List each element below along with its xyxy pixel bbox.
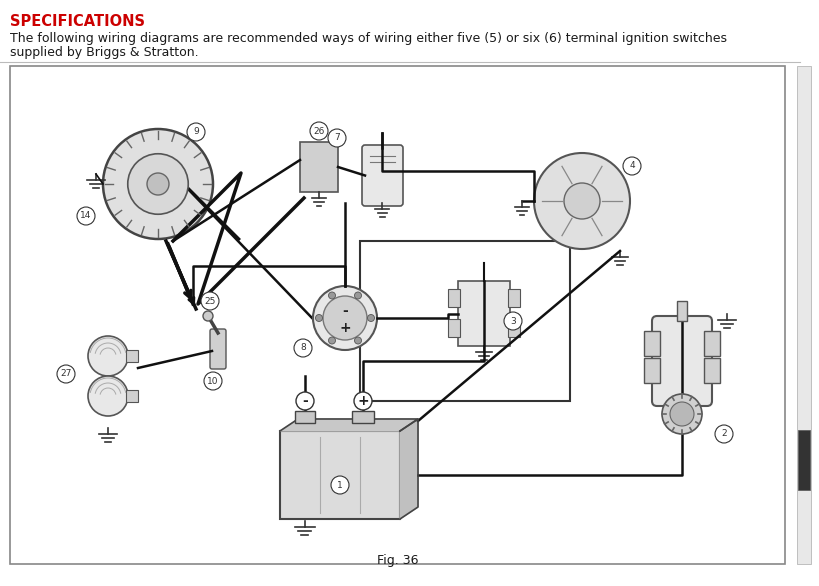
Bar <box>704 358 719 383</box>
Circle shape <box>313 286 377 350</box>
Circle shape <box>203 311 213 321</box>
Circle shape <box>204 372 222 390</box>
Bar <box>279 431 400 519</box>
Text: 14: 14 <box>80 212 92 220</box>
Text: 1: 1 <box>337 481 342 489</box>
Bar <box>508 319 519 337</box>
Text: 8: 8 <box>300 343 305 353</box>
FancyBboxPatch shape <box>210 329 226 369</box>
Circle shape <box>328 129 346 147</box>
Circle shape <box>669 402 693 426</box>
Bar <box>796 66 810 564</box>
Bar <box>351 411 373 423</box>
Circle shape <box>103 129 213 239</box>
Bar <box>458 281 509 346</box>
Text: The following wiring diagrams are recommended ways of wiring either five (5) or : The following wiring diagrams are recomm… <box>10 32 726 45</box>
Text: 9: 9 <box>193 128 199 137</box>
Circle shape <box>323 296 367 340</box>
Circle shape <box>187 123 205 141</box>
Circle shape <box>661 394 701 434</box>
Circle shape <box>57 365 75 383</box>
Polygon shape <box>279 419 418 431</box>
Circle shape <box>563 183 600 219</box>
Circle shape <box>88 336 128 376</box>
Circle shape <box>367 315 374 322</box>
Text: 26: 26 <box>313 127 324 135</box>
Bar <box>704 331 719 356</box>
Circle shape <box>714 425 732 443</box>
Bar <box>295 411 314 423</box>
Circle shape <box>147 173 169 195</box>
Circle shape <box>128 154 188 214</box>
Circle shape <box>328 337 335 344</box>
Circle shape <box>315 315 322 322</box>
Bar <box>447 289 459 307</box>
Circle shape <box>296 392 314 410</box>
Circle shape <box>201 292 219 310</box>
FancyBboxPatch shape <box>10 66 784 564</box>
Circle shape <box>331 476 349 494</box>
Bar <box>126 350 138 362</box>
Text: 25: 25 <box>204 297 215 305</box>
Text: +: + <box>339 321 351 335</box>
Text: 7: 7 <box>333 134 339 142</box>
Text: supplied by Briggs & Stratton.: supplied by Briggs & Stratton. <box>10 46 198 59</box>
Text: 27: 27 <box>61 370 71 379</box>
Bar <box>300 142 337 192</box>
Circle shape <box>328 292 335 299</box>
Bar <box>676 301 686 321</box>
Circle shape <box>310 122 328 140</box>
Text: Fig. 36: Fig. 36 <box>376 554 418 567</box>
FancyBboxPatch shape <box>651 316 711 406</box>
Circle shape <box>88 376 128 416</box>
Text: 3: 3 <box>509 316 515 325</box>
Text: -: - <box>342 304 347 318</box>
Bar <box>447 319 459 337</box>
Circle shape <box>354 392 372 410</box>
Circle shape <box>294 339 311 357</box>
Bar <box>797 430 809 490</box>
Polygon shape <box>400 419 418 519</box>
Bar <box>126 390 138 402</box>
Circle shape <box>354 337 361 344</box>
Bar <box>360 241 569 401</box>
Circle shape <box>622 157 640 175</box>
Circle shape <box>533 153 629 249</box>
Text: 4: 4 <box>628 162 634 171</box>
Text: SPECIFICATIONS: SPECIFICATIONS <box>10 14 145 29</box>
FancyBboxPatch shape <box>361 145 402 206</box>
Bar <box>643 331 659 356</box>
Bar <box>508 289 519 307</box>
Text: -: - <box>301 394 307 408</box>
Circle shape <box>77 207 95 225</box>
Bar <box>643 358 659 383</box>
Circle shape <box>354 292 361 299</box>
Circle shape <box>504 312 522 330</box>
Text: 10: 10 <box>207 376 219 386</box>
Text: 2: 2 <box>720 430 726 438</box>
Text: +: + <box>357 394 369 408</box>
